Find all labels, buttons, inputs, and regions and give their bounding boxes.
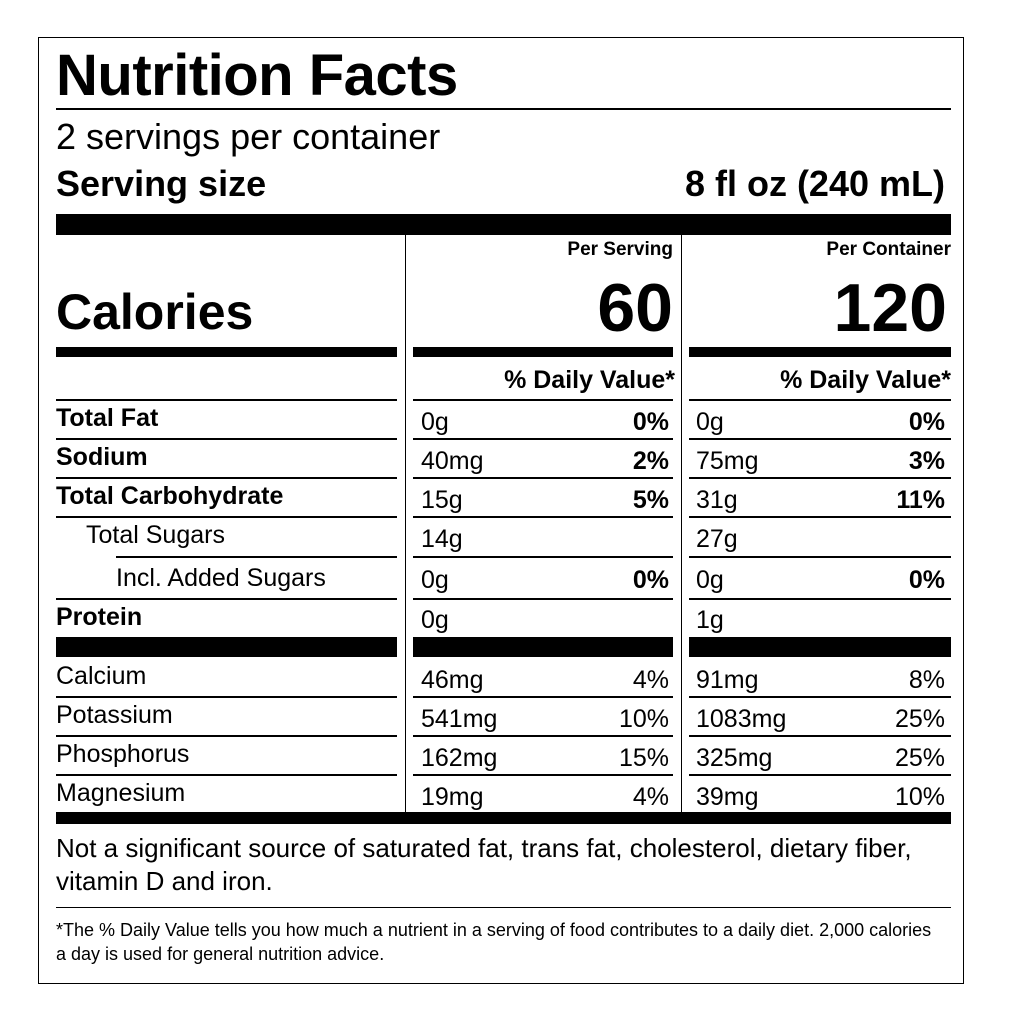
label-title: Nutrition Facts: [56, 43, 458, 108]
nutrient-name: Total Fat: [56, 404, 159, 432]
row-divider: [413, 598, 673, 600]
minerals-bar-mid: [413, 637, 673, 657]
column-separator-1: [405, 235, 406, 812]
row-divider: [689, 696, 951, 698]
serving-percent: 15%: [618, 744, 669, 772]
row-divider: [689, 598, 951, 600]
row-divider: [56, 477, 397, 479]
row-divider: [116, 556, 397, 558]
daily-value-footnote: *The % Daily Value tells you how much a …: [56, 920, 932, 964]
serving-percent: 4%: [632, 666, 669, 694]
container-amount: 39mg: [696, 783, 759, 811]
serving-percent: 5%: [632, 486, 669, 514]
row-divider: [689, 516, 951, 518]
serving-percent: 0%: [632, 566, 669, 594]
calories-label: Calories: [56, 284, 254, 340]
serving-amount: 40mg: [421, 447, 484, 475]
row-divider: [689, 774, 951, 776]
row-divider: [56, 774, 397, 776]
per-container-header: Per Container: [826, 239, 951, 260]
thick-divider-bottom: [56, 812, 951, 824]
mineral-name: Magnesium: [56, 779, 186, 807]
serving-amount: 14g: [421, 525, 463, 553]
nutrient-name: Incl. Added Sugars: [116, 564, 326, 592]
container-amount: 91mg: [696, 666, 759, 694]
calories-per-container: 120: [833, 270, 947, 346]
container-percent: 3%: [908, 447, 945, 475]
container-percent: 25%: [894, 744, 945, 772]
serving-amount: 0g: [421, 408, 449, 436]
container-amount: 75mg: [696, 447, 759, 475]
title-divider: [56, 108, 951, 110]
serving-percent: 0%: [632, 408, 669, 436]
row-divider: [689, 735, 951, 737]
servings-per-container: 2 servings per container: [56, 116, 441, 157]
calories-per-serving: 60: [597, 270, 673, 346]
calories-bar-right: [689, 347, 951, 357]
serving-percent: 2%: [632, 447, 669, 475]
container-percent: 25%: [894, 705, 945, 733]
serving-amount: 0g: [421, 566, 449, 594]
container-amount: 27g: [696, 525, 738, 553]
per-serving-header: Per Serving: [567, 239, 673, 260]
container-percent: 8%: [908, 666, 945, 694]
row-divider: [56, 735, 397, 737]
nutrient-name: Protein: [56, 603, 143, 631]
footnote-divider: [56, 907, 951, 908]
daily-value-header-serving: % Daily Value*: [504, 366, 675, 394]
container-amount: 0g: [696, 408, 724, 436]
serving-amount: 0g: [421, 606, 449, 634]
serving-amount: 15g: [421, 486, 463, 514]
serving-amount: 19mg: [421, 783, 484, 811]
daily-value-header-container: % Daily Value*: [780, 366, 951, 394]
row-divider: [689, 399, 951, 401]
serving-percent: 4%: [632, 783, 669, 811]
serving-percent: 10%: [618, 705, 669, 733]
serving-size-value: 8 fl oz (240 mL): [684, 163, 945, 204]
serving-amount: 46mg: [421, 666, 484, 694]
row-divider: [56, 516, 397, 518]
row-divider: [413, 735, 673, 737]
row-divider: [413, 399, 673, 401]
mineral-name: Phosphorus: [56, 740, 190, 768]
mineral-name: Potassium: [56, 701, 173, 729]
row-divider: [413, 696, 673, 698]
nutrient-name: Total Carbohydrate: [56, 482, 284, 510]
nutrient-name: Sodium: [56, 443, 148, 471]
thick-divider-top: [56, 214, 951, 235]
row-divider: [56, 399, 397, 401]
container-amount: 325mg: [696, 744, 773, 772]
container-percent: 10%: [894, 783, 945, 811]
column-separator-2: [681, 235, 682, 812]
container-percent: 11%: [896, 486, 945, 514]
row-divider: [413, 477, 673, 479]
row-divider: [689, 477, 951, 479]
container-amount: 1g: [696, 606, 724, 634]
container-amount: 31g: [696, 486, 738, 514]
minerals-bar-right: [689, 637, 951, 657]
nutrition-facts-label: Nutrition Facts 2 servings per container…: [38, 37, 964, 984]
row-divider: [413, 438, 673, 440]
calories-bar-mid: [413, 347, 673, 357]
mineral-name: Calcium: [56, 662, 147, 690]
serving-amount: 541mg: [421, 705, 498, 733]
container-amount: 0g: [696, 566, 724, 594]
row-divider: [413, 516, 673, 518]
container-percent: 0%: [908, 566, 945, 594]
not-significant-note: Not a significant source of saturated fa…: [56, 833, 912, 896]
serving-size-label: Serving size: [56, 163, 267, 204]
container-amount: 1083mg: [696, 705, 787, 733]
row-divider: [56, 438, 397, 440]
row-divider: [689, 556, 951, 558]
row-divider: [56, 696, 397, 698]
row-divider: [413, 556, 673, 558]
row-divider: [413, 774, 673, 776]
calories-bar-left: [56, 347, 397, 357]
nutrient-name: Total Sugars: [86, 521, 225, 549]
row-divider: [56, 598, 397, 600]
serving-amount: 162mg: [421, 744, 498, 772]
minerals-bar-left: [56, 637, 397, 657]
row-divider: [689, 438, 951, 440]
container-percent: 0%: [908, 408, 945, 436]
